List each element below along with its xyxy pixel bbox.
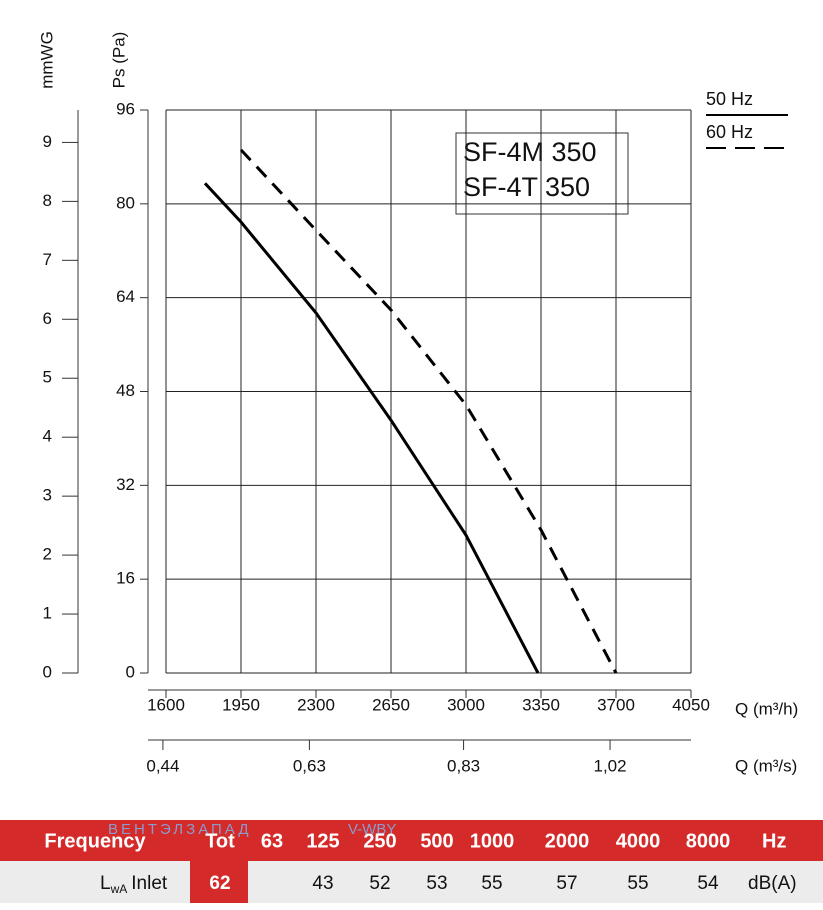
y2-label: mmWG [37,31,56,89]
subscript: wA [110,882,128,896]
x2-tick-label: 0,44 [146,756,179,775]
x-tick-label: 4050 [672,695,710,714]
legend-label: 60 Hz [706,122,753,142]
legend-label: 50 Hz [706,89,753,109]
y2-tick-label: 5 [43,368,52,387]
row-cell: 54 [697,873,719,894]
row-cell: 57 [556,873,577,894]
y-tick-label: 96 [116,99,135,118]
y-tick-label: 80 [116,193,135,212]
symbol: L [100,873,111,894]
y2-tick-label: 3 [43,486,52,505]
x-tick-label: 1600 [147,695,185,714]
x2-tick-label: 0,83 [447,756,480,775]
header-cell: Hz [762,830,786,852]
row-cell: 43 [312,873,333,894]
y-tick-label: 64 [116,287,135,306]
x-tick-label: 3000 [447,695,485,714]
y2-tick-label: 9 [43,132,52,151]
x-tick-label: 2650 [372,695,410,714]
y2-tick-label: 6 [43,309,52,328]
y2-tick-label: 1 [43,604,52,623]
row-label: LwA Inlet [100,873,168,896]
header-cell: 500 [420,830,453,852]
total-cell [190,861,248,903]
model-label: SF-4M 350 [463,137,597,167]
x2-tick-label: 0,63 [293,756,326,775]
watermark: V-WBY [348,821,396,838]
y2-tick-label: 4 [43,427,52,446]
header-cell: 250 [363,830,396,852]
y-tick-label: 32 [116,475,135,494]
y2-tick-label: 7 [43,250,52,269]
x-tick-label: 3350 [522,695,560,714]
header-cell: 125 [306,830,339,852]
watermark: ВЕНТЭЛЗАПАД [108,821,251,838]
header-cell: 2000 [545,830,590,852]
row-cell: 53 [426,873,447,894]
header-cell: 1000 [470,830,515,852]
y2-tick-label: 2 [43,545,52,564]
header-cell: Tot [205,830,235,852]
y2-tick-label: 0 [43,662,52,681]
model-label: SF-4T 350 [463,172,590,202]
row-cell: 55 [481,873,502,894]
curve [203,182,540,674]
header-cell: Frequency [44,830,146,852]
y-label: Ps (Pa) [109,32,128,89]
row-cell: 62 [209,873,230,894]
x2-tick-label: 1,02 [594,756,627,775]
x-tick-label: 3700 [597,695,635,714]
header-cell: 4000 [616,830,661,852]
table-header [0,820,823,861]
x2-label: Q (m³/s) [735,756,797,775]
x-label: Q (m³/h) [735,699,798,718]
curve [239,148,618,674]
row-cell: 52 [369,873,390,894]
y-tick-label: 16 [116,569,135,588]
row-label-text: Inlet [131,873,168,894]
x-tick-label: 2300 [297,695,335,714]
model-box [455,132,629,215]
y-tick-label: 0 [126,662,135,681]
row-cell: dB(A) [748,873,797,894]
header-cell: 8000 [686,830,731,852]
row-cell: 55 [627,873,648,894]
x-tick-label: 1950 [222,695,260,714]
y2-tick-label: 8 [43,191,52,210]
header-cell: 63 [261,830,283,852]
y-tick-label: 48 [116,381,135,400]
table-row [0,861,823,903]
